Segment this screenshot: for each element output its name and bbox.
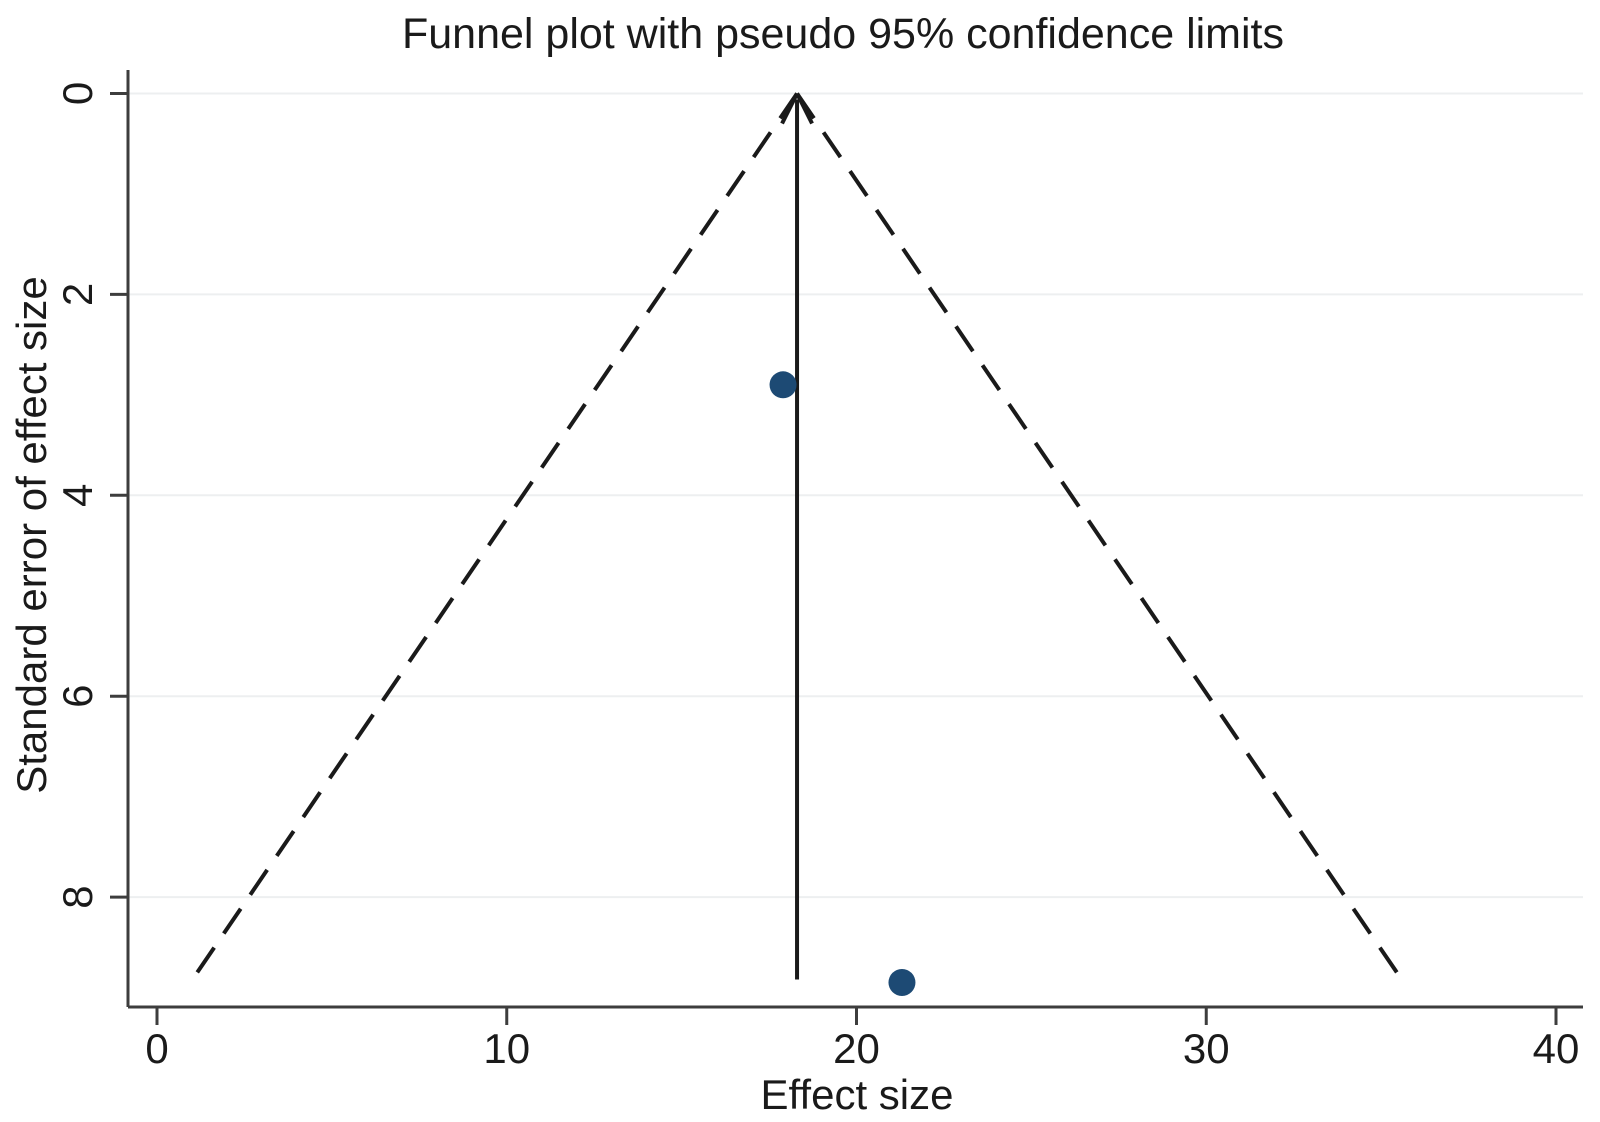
y-axis-title: Standard error of effect size <box>8 276 55 794</box>
y-tick-label-2: 2 <box>54 283 101 306</box>
x-tick-label-0: 0 <box>145 1025 168 1072</box>
chart-title: Funnel plot with pseudo 95% confidence l… <box>401 10 1284 58</box>
data-point-2 <box>888 968 916 996</box>
x-tick-label-10: 10 <box>483 1025 530 1072</box>
x-tick-label-30: 30 <box>1183 1025 1230 1072</box>
funnel-left-ci-line <box>190 92 799 981</box>
y-tick-label-6: 6 <box>54 685 101 708</box>
funnel-right-ci-line <box>795 92 1404 981</box>
pooled-effect-arrowhead-left <box>780 92 799 125</box>
y-tick-label-8: 8 <box>54 885 101 908</box>
x-tick-label-40: 40 <box>1533 1025 1580 1072</box>
y-tick-label-4: 4 <box>54 484 101 507</box>
x-axis-title: Effect size <box>760 1071 954 1118</box>
x-tick-label-20: 20 <box>833 1025 880 1072</box>
data-point-1 <box>769 371 797 399</box>
y-tick-label-0: 0 <box>54 82 101 105</box>
pooled-effect-arrowhead-right <box>795 92 814 125</box>
